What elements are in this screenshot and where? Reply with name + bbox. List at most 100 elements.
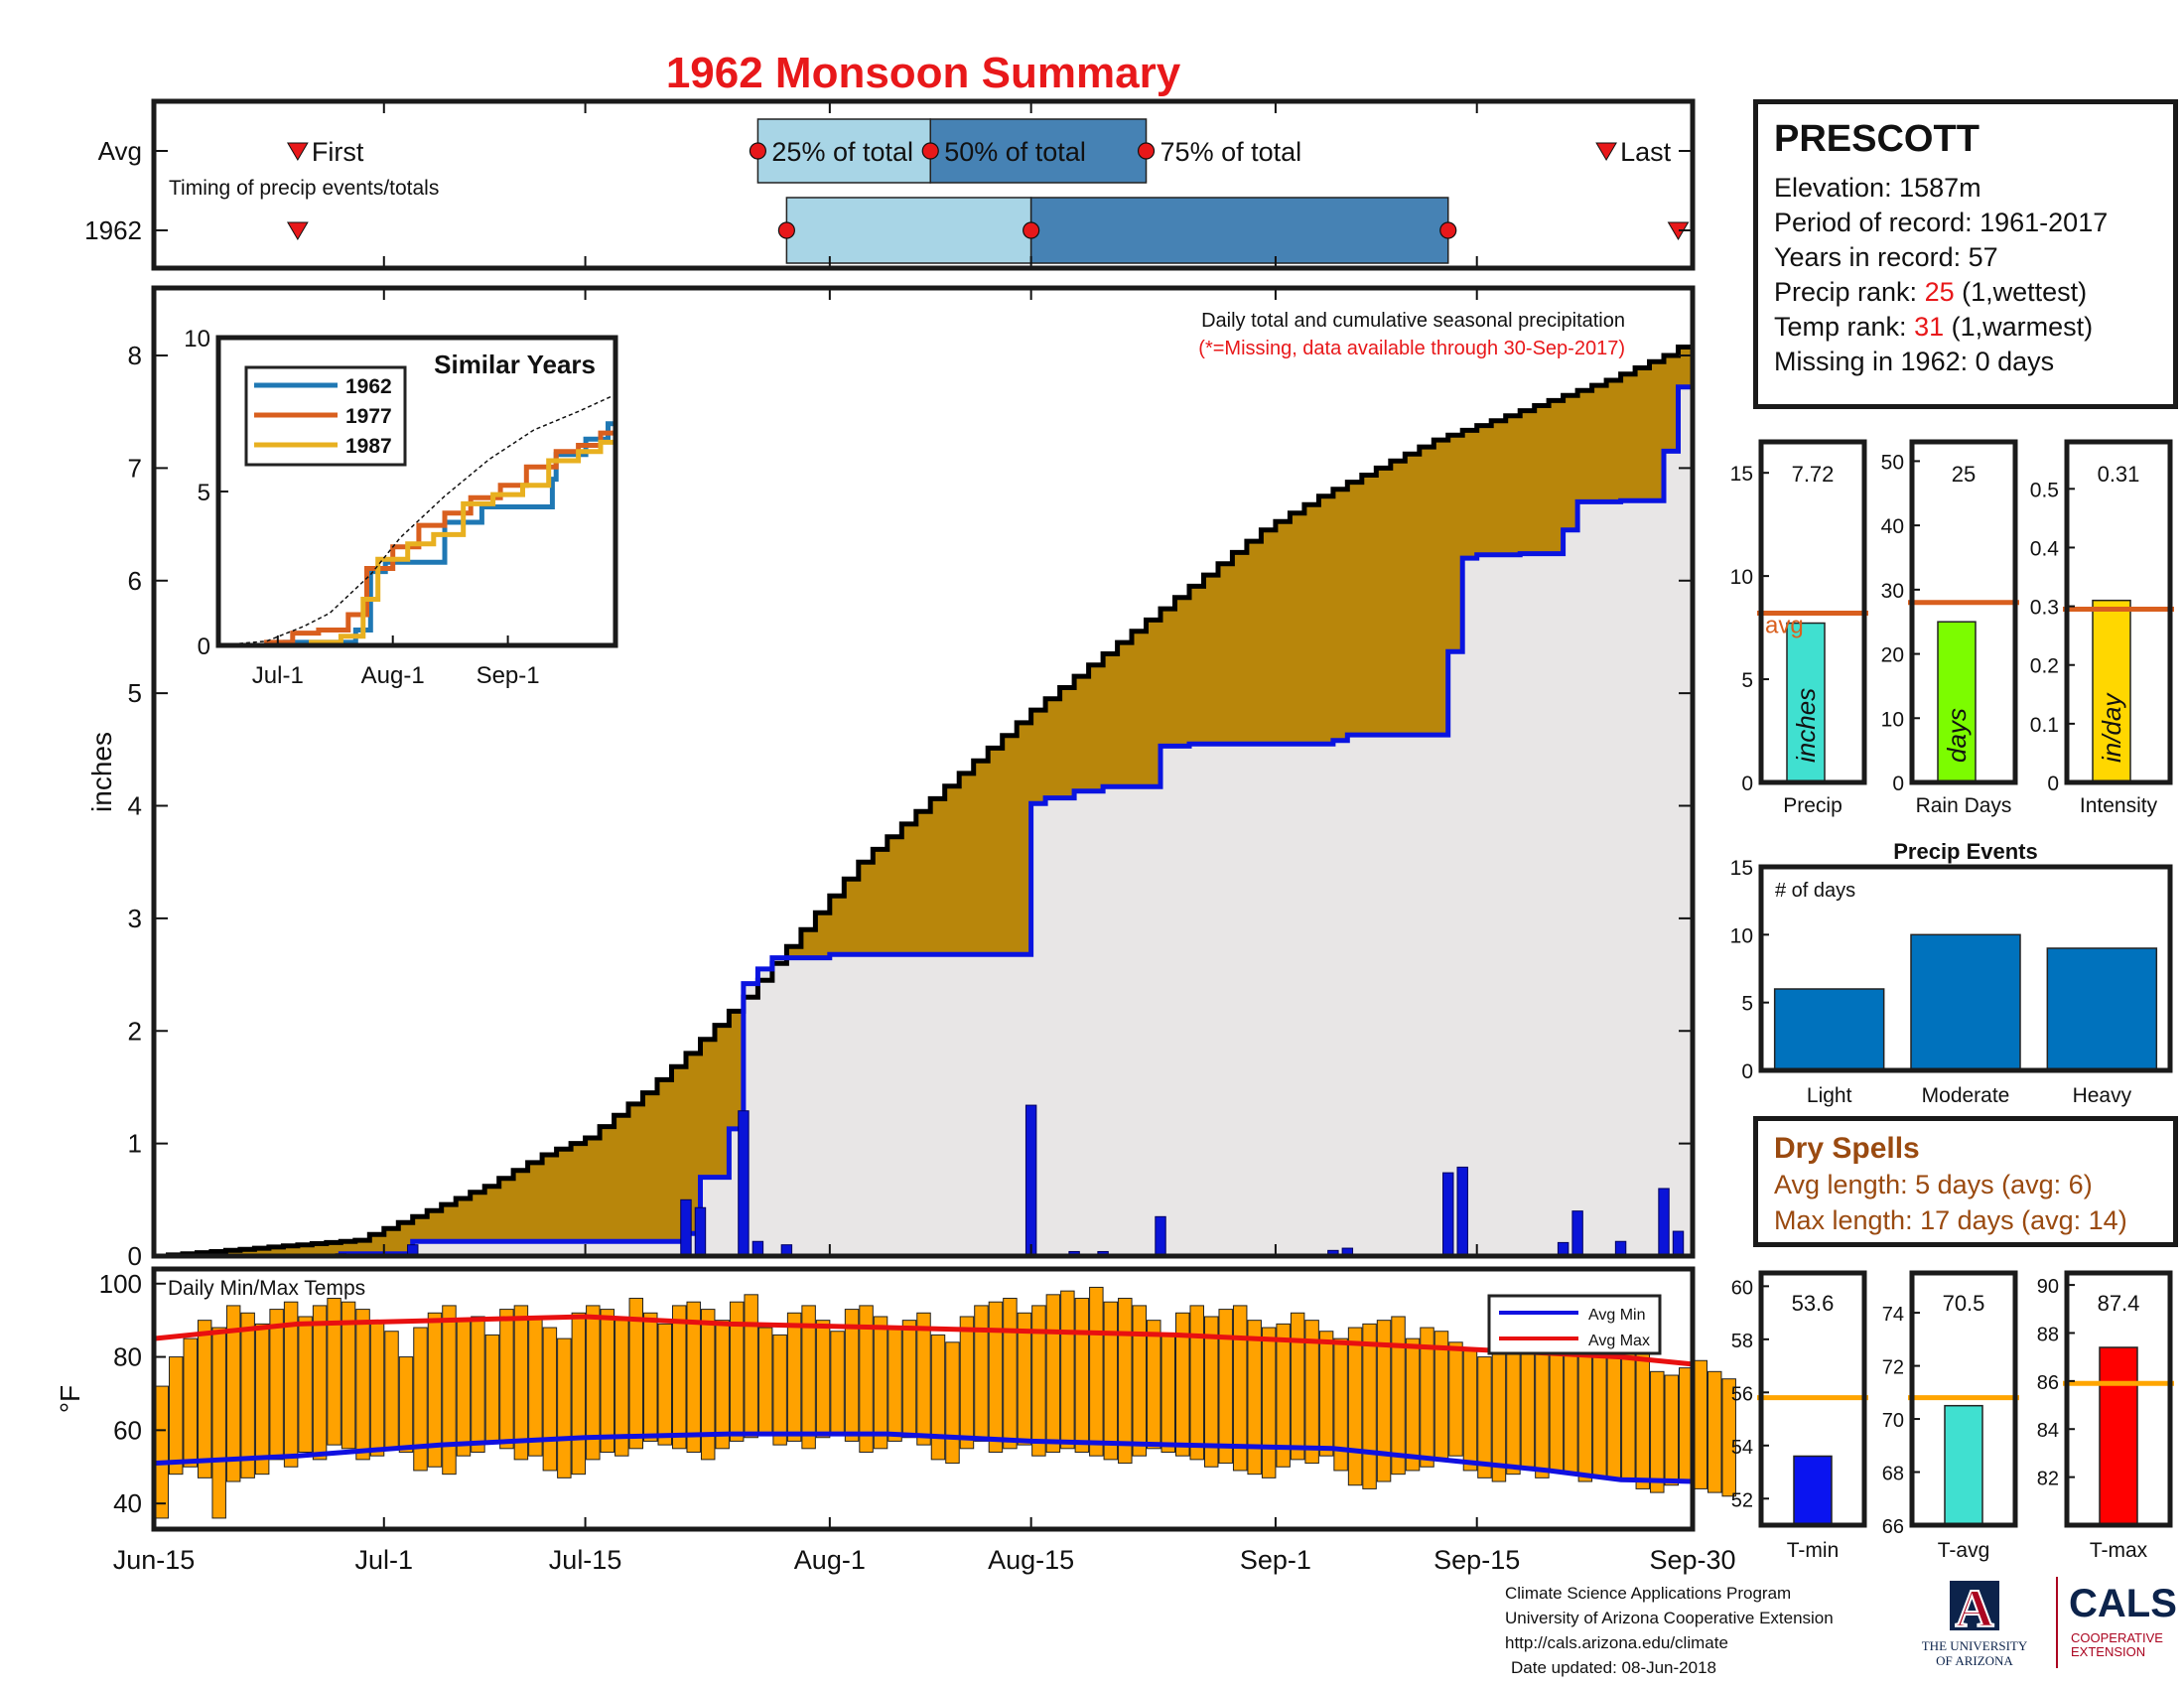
- daily-temp-bar: [225, 1305, 241, 1482]
- daily-temp-bar: [686, 1301, 701, 1454]
- precip-ytick-label: 4: [128, 791, 142, 821]
- daily-temp-bar: [1635, 1348, 1651, 1489]
- summary-frame: [1758, 439, 1867, 785]
- daily-temp-bar: [1664, 1374, 1680, 1486]
- summary-category-label: Precip: [1783, 794, 1843, 817]
- daily-temp-bar: [1347, 1327, 1363, 1486]
- timing-marker-p50-1962: [1023, 221, 1040, 239]
- daily-precip-bar: [738, 1110, 750, 1257]
- events-ylabel: # of days: [1775, 880, 1855, 902]
- summary-category-label: Intensity: [2080, 794, 2158, 817]
- footer-credits: Climate Science Applications Program Uni…: [1505, 1581, 1834, 1680]
- tsum-ytick-label: 70: [1882, 1410, 1904, 1432]
- daily-temp-bar: [988, 1301, 1004, 1454]
- daily-temp-bar: [1462, 1348, 1478, 1472]
- daily-temp-bar: [471, 1316, 485, 1454]
- summary-bar-unit: inches: [1791, 688, 1821, 763]
- daily-temp-bar: [1045, 1294, 1061, 1454]
- daily-temp-bar: [398, 1356, 414, 1454]
- daily-temp-bar: [341, 1301, 356, 1450]
- dry-spells-title: Dry Spells: [1774, 1132, 1920, 1165]
- timing-triangle-last-avg: [1595, 142, 1617, 161]
- summary-ytick-label: 40: [1881, 515, 1904, 538]
- years-in-record: Years in record: 57: [1774, 242, 1998, 272]
- summary-value: 25: [1952, 462, 1976, 487]
- temp-rank-value: 31: [1914, 312, 1945, 342]
- daily-temp-bar: [1232, 1305, 1248, 1472]
- daily-temp-bar: [1276, 1323, 1291, 1468]
- university-of-arizona-logo: A THE UNIVERSITY OF ARIZONA: [1922, 1578, 2028, 1668]
- summary-frame: [1909, 439, 2018, 785]
- precip-frame: [151, 285, 1696, 1259]
- summary-ytick-label: 5: [1741, 669, 1753, 692]
- daily-temp-bar: [1333, 1337, 1348, 1472]
- dry-spells-avg-length: Avg length: 5 days (avg: 6): [1774, 1170, 2093, 1199]
- events-ytick-label: 10: [1730, 924, 1753, 947]
- daily-temp-bar: [1520, 1337, 1536, 1468]
- summary-category-label: Rain Days: [1916, 794, 2012, 817]
- daily-temp-bar: [413, 1327, 428, 1472]
- daily-temp-bar: [700, 1309, 716, 1461]
- precip-chart-title: Daily total and cumulative seasonal prec…: [1201, 310, 1625, 332]
- daily-temp-bar: [1650, 1370, 1665, 1493]
- temp-summary-panel: 53.6 52 54 56 58 60 T-min 70.5 66 68 70 72 74 T-avg 87…: [1731, 1270, 2174, 1562]
- elevation: Elevation: 1587m: [1774, 173, 1981, 203]
- tsum-value: 70.5: [1943, 1291, 1985, 1316]
- daily-temp-bar: [643, 1312, 658, 1442]
- daily-temp-bar: [254, 1323, 270, 1476]
- daily-temp-bar: [1031, 1305, 1046, 1457]
- temp-title: Daily Min/Max Temps: [168, 1277, 365, 1300]
- daily-temp-bar: [168, 1356, 184, 1476]
- dry-spells-max-length: Max length: 17 days (avg: 14): [1774, 1205, 2127, 1235]
- inset-ytick-label: 10: [184, 326, 210, 352]
- inset-title: Similar Years: [434, 350, 596, 379]
- daily-temp-bar: [1074, 1298, 1090, 1454]
- tsum-ytick-label: 68: [1882, 1464, 1904, 1485]
- tsum-bar-T-max: [2099, 1346, 2138, 1526]
- events-bar-Light: [1773, 988, 1885, 1071]
- legend-label-avg-max: Avg Max: [1588, 1333, 1650, 1349]
- summary-frame: [2064, 439, 2173, 785]
- observed-cumulative-line: [154, 384, 1693, 1259]
- precip-ylabel: inches: [86, 732, 117, 812]
- temp-legend: [1487, 1294, 1662, 1355]
- inset-legend-label-1962: 1962: [345, 375, 392, 398]
- period-of-record: Period of record: 1961-2017: [1774, 208, 2109, 237]
- daily-temp-bar: [427, 1312, 443, 1468]
- summary-bar-Intensity: [2092, 599, 2131, 783]
- daily-temp-bar: [154, 1385, 169, 1519]
- temp-ylabel: °F: [55, 1385, 85, 1413]
- daily-temp-bar: [1318, 1331, 1334, 1457]
- daily-temp-bar: [269, 1309, 284, 1461]
- daily-temp-bar: [1160, 1334, 1176, 1454]
- daily-temp-bar: [456, 1320, 472, 1457]
- events-category-label: Heavy: [2073, 1084, 2132, 1107]
- precip-rank-value: 25: [1924, 277, 1955, 307]
- summary-bar-unit: in/day: [2097, 692, 2126, 763]
- daily-precip-bar: [1456, 1166, 1468, 1257]
- tsum-ytick-label: 74: [1882, 1304, 1904, 1326]
- summary-ytick-label: 0: [1741, 773, 1753, 795]
- precip-ytick-label: 6: [128, 566, 142, 596]
- tsum-ytick-label: 90: [2037, 1276, 2059, 1298]
- daily-precip-bar: [1442, 1172, 1454, 1257]
- daily-temp-bar: [571, 1312, 587, 1476]
- daily-temp-bar: [657, 1323, 672, 1446]
- events-bar-Moderate: [1910, 933, 2021, 1071]
- daily-temp-bar: [873, 1316, 888, 1450]
- daily-temp-bar: [240, 1312, 255, 1478]
- daily-precip-bar: [1658, 1188, 1670, 1257]
- daily-temp-bar: [1706, 1370, 1722, 1493]
- precip-rank-note: (1,wettest): [1954, 277, 2088, 307]
- summary-value: 0.31: [2098, 462, 2140, 487]
- tsum-value: 53.6: [1792, 1291, 1835, 1316]
- timing-marker-p50-avg: [921, 142, 939, 160]
- tsum-value: 87.4: [2098, 1291, 2140, 1316]
- ua-logo-line2: OF ARIZONA: [1936, 1653, 2013, 1668]
- timing-marker-p25-1962: [777, 221, 795, 239]
- daily-temp-bar: [600, 1309, 615, 1454]
- footer-date: Date updated: 08-Jun-2018: [1511, 1658, 1716, 1677]
- daily-precip-bar: [1155, 1215, 1166, 1257]
- summary-ytick-label: 0.4: [2030, 537, 2060, 560]
- summary-ytick-label: 0: [1892, 773, 1904, 795]
